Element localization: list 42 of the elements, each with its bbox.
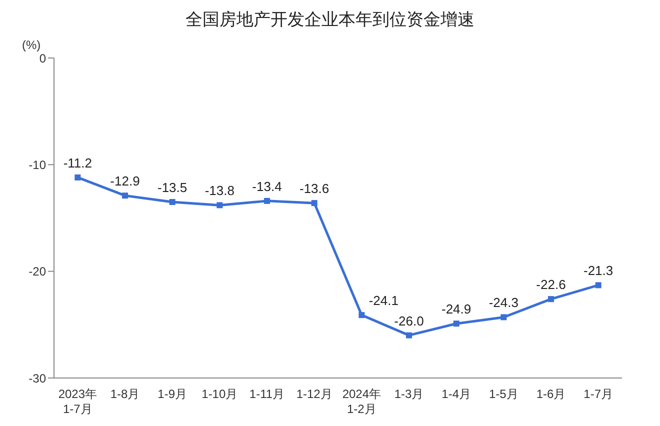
x-tick-label: 1-3月	[394, 387, 424, 401]
y-tick-label: -30	[28, 371, 46, 386]
x-tick-label: 1-11月	[249, 387, 285, 401]
x-tick-label: 2023年 1-7月	[58, 387, 98, 416]
x-tick-label: 1-7月	[584, 387, 614, 401]
point	[264, 198, 270, 204]
x-tick-label: 1-6月	[536, 387, 566, 401]
point	[169, 199, 176, 205]
point	[122, 192, 128, 199]
data-label: -13.8	[204, 183, 234, 198]
point	[406, 332, 412, 338]
data-label: -24.3	[488, 295, 518, 310]
data-label: -13.6	[300, 181, 330, 196]
x-tick-label: 1-12月	[296, 387, 332, 401]
data-label: -11.2	[63, 155, 92, 170]
point	[500, 314, 507, 320]
y-tick-label: 0	[39, 51, 46, 66]
y-tick-label: -20	[28, 264, 46, 279]
x-tick-label: 1-4月	[442, 387, 472, 401]
point	[595, 282, 602, 288]
data-label: -12.9	[110, 174, 140, 189]
y-tick-label: -10	[28, 158, 46, 172]
point	[548, 296, 554, 302]
x-tick-label: 1-10月	[202, 387, 238, 401]
x-tick-label: 1-5月	[488, 387, 518, 401]
x-tick-label: 1-9月	[158, 387, 188, 401]
y-axis-title: (%)	[22, 38, 41, 52]
point	[74, 174, 81, 180]
x-tick-label: 1-8月	[110, 387, 140, 401]
data-label: -22.6	[536, 277, 566, 292]
point	[311, 200, 318, 206]
x-tick-label: 2024年 1-2月	[342, 387, 382, 416]
point	[216, 202, 223, 208]
data-label: -13.5	[158, 180, 188, 195]
data-label: -24.9	[442, 302, 472, 317]
point	[453, 320, 460, 327]
data-label: -26.0	[394, 313, 424, 328]
data-label: -24.1	[368, 293, 398, 308]
chart-title: 全国房地产开发企业本年到位资金增速	[184, 9, 476, 31]
data-label: -13.4	[252, 178, 282, 194]
data-label: -21.3	[584, 263, 614, 278]
point	[358, 312, 365, 318]
